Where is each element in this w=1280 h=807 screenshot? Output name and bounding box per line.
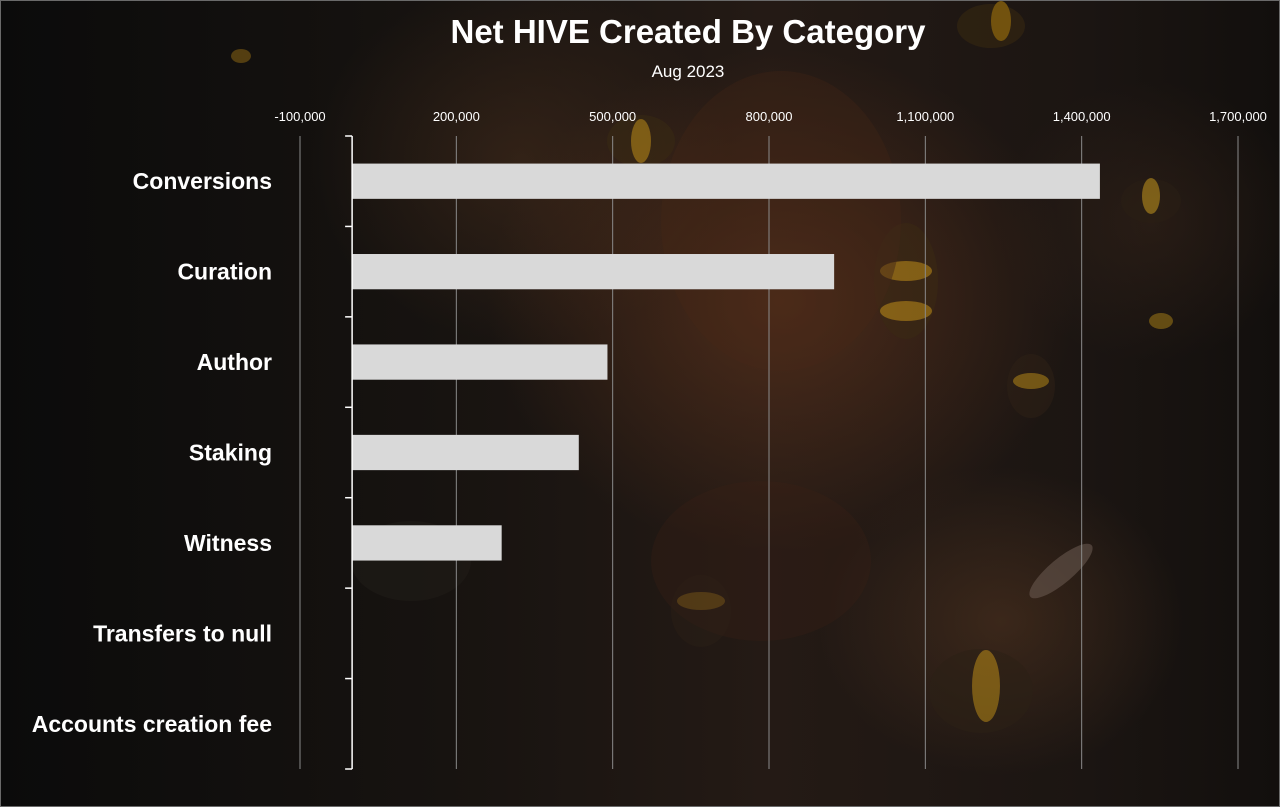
x-tick-label: 1,400,000: [1053, 109, 1111, 124]
category-label: Staking: [189, 440, 272, 466]
x-tick-label: 1,100,000: [896, 109, 954, 124]
y-axis: [345, 135, 353, 770]
x-tick-label: 500,000: [589, 109, 636, 124]
chart-title: Net HIVE Created By Category: [451, 13, 927, 50]
chart-subtitle: Aug 2023: [652, 62, 725, 81]
gridlines: [299, 136, 1239, 769]
category-label: Transfers to null: [93, 620, 272, 646]
category-label: Accounts creation fee: [32, 711, 272, 737]
bar: [352, 163, 1100, 199]
x-axis-tick-labels: -100,000 200,000 500,000 800,000 1,100,000 1,…: [274, 109, 1267, 124]
x-tick-label: -100,000: [274, 109, 325, 124]
bar: [352, 344, 608, 380]
category-label: Witness: [184, 530, 272, 556]
category-label: Author: [197, 349, 272, 375]
category-labels: Conversions Curation Author Staking Witness T…: [32, 168, 272, 737]
bars: [352, 163, 1100, 561]
bar: [352, 254, 835, 290]
bar: [352, 434, 579, 471]
bar: [352, 525, 502, 561]
x-tick-label: 1,700,000: [1209, 109, 1267, 124]
category-label: Conversions: [133, 168, 272, 194]
category-label: Curation: [177, 259, 272, 285]
x-tick-label: 800,000: [746, 109, 793, 124]
x-tick-label: 200,000: [433, 109, 480, 124]
